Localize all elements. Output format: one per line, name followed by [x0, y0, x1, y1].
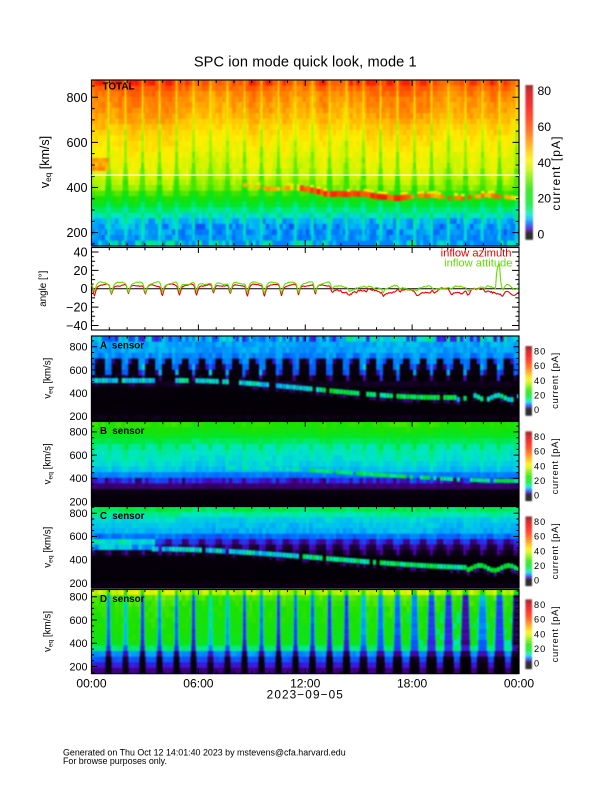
svg-text:18:00: 18:00	[397, 677, 428, 691]
svg-text:TOTAL: TOTAL	[103, 82, 135, 93]
svg-text:80: 80	[534, 600, 546, 610]
svg-text:20: 20	[534, 476, 546, 486]
svg-text:20: 20	[73, 264, 87, 278]
svg-text:current [pA]: current [pA]	[549, 523, 560, 580]
svg-text:B sensor: B sensor	[100, 426, 145, 437]
svg-text:0: 0	[534, 405, 540, 415]
svg-text:current [pA]: current [pA]	[549, 606, 560, 663]
svg-text:600: 600	[69, 531, 87, 543]
svg-text:D sensor: D sensor	[100, 594, 145, 605]
svg-text:current [pA]: current [pA]	[549, 438, 560, 495]
svg-text:veq [km/s]: veq [km/s]	[43, 357, 55, 398]
svg-text:−40: −40	[66, 319, 87, 333]
svg-text:200: 200	[69, 661, 87, 673]
svg-text:00:00: 00:00	[76, 677, 107, 691]
svg-text:20: 20	[534, 561, 546, 571]
svg-text:0: 0	[534, 659, 540, 669]
svg-text:40: 40	[73, 246, 87, 260]
svg-text:800: 800	[69, 508, 87, 520]
svg-text:angle [°]: angle [°]	[38, 270, 49, 306]
svg-text:600: 600	[66, 136, 87, 150]
svg-text:400: 400	[69, 555, 87, 567]
svg-text:12:00: 12:00	[290, 677, 321, 691]
svg-text:inflow azimuth: inflow azimuth	[441, 247, 512, 259]
svg-text:20: 20	[538, 192, 552, 206]
svg-text:200: 200	[69, 578, 87, 590]
svg-text:600: 600	[69, 450, 87, 462]
svg-text:60: 60	[534, 532, 546, 542]
svg-text:200: 200	[69, 411, 87, 423]
svg-text:800: 800	[66, 91, 87, 105]
svg-text:800: 800	[69, 592, 87, 604]
svg-text:current [pA]: current [pA]	[549, 135, 563, 210]
svg-text:40: 40	[534, 629, 546, 639]
svg-text:A sensor: A sensor	[100, 340, 144, 351]
svg-text:0: 0	[534, 491, 540, 501]
svg-text:80: 80	[534, 432, 546, 442]
svg-text:40: 40	[534, 546, 546, 556]
svg-text:20: 20	[534, 644, 546, 654]
svg-text:For browse purposes only.: For browse purposes only.	[63, 756, 167, 766]
svg-text:80: 80	[534, 517, 546, 527]
svg-text:800: 800	[69, 342, 87, 354]
svg-text:40: 40	[534, 376, 546, 386]
svg-text:2023−09−05: 2023−09−05	[267, 688, 344, 702]
svg-text:40: 40	[538, 156, 552, 170]
svg-text:600: 600	[69, 615, 87, 627]
svg-text:60: 60	[538, 120, 552, 134]
svg-text:800: 800	[69, 427, 87, 439]
svg-text:−20: −20	[66, 301, 87, 315]
svg-text:80: 80	[538, 84, 552, 98]
svg-text:06:00: 06:00	[183, 677, 214, 691]
svg-text:200: 200	[69, 496, 87, 508]
svg-text:00:00: 00:00	[504, 677, 535, 691]
svg-text:0: 0	[538, 228, 545, 242]
svg-text:400: 400	[66, 181, 87, 195]
svg-text:400: 400	[69, 388, 87, 400]
svg-text:Generated on Thu Oct 12 14:01:: Generated on Thu Oct 12 14:01:40 2023 by…	[63, 748, 346, 758]
svg-text:40: 40	[534, 461, 546, 471]
svg-text:60: 60	[534, 361, 546, 371]
svg-text:400: 400	[69, 473, 87, 485]
svg-text:current [pA]: current [pA]	[549, 352, 560, 409]
svg-text:veq [km/s]: veq [km/s]	[43, 443, 55, 484]
svg-text:600: 600	[69, 365, 87, 377]
svg-text:20: 20	[534, 391, 546, 401]
svg-text:60: 60	[534, 447, 546, 457]
svg-text:0: 0	[534, 576, 540, 586]
svg-text:SPC ion mode quick look, mode: SPC ion mode quick look, mode 1	[194, 54, 417, 70]
svg-text:veq [km/s]: veq [km/s]	[38, 136, 53, 188]
svg-text:400: 400	[69, 638, 87, 650]
svg-text:veq [km/s]: veq [km/s]	[43, 611, 55, 652]
svg-text:0: 0	[80, 282, 87, 296]
svg-text:C sensor: C sensor	[100, 511, 145, 522]
svg-text:veq [km/s]: veq [km/s]	[43, 526, 55, 567]
svg-text:200: 200	[66, 226, 87, 240]
svg-text:80: 80	[534, 346, 546, 356]
svg-text:60: 60	[534, 615, 546, 625]
svg-text:inflow attitude: inflow attitude	[444, 257, 512, 269]
